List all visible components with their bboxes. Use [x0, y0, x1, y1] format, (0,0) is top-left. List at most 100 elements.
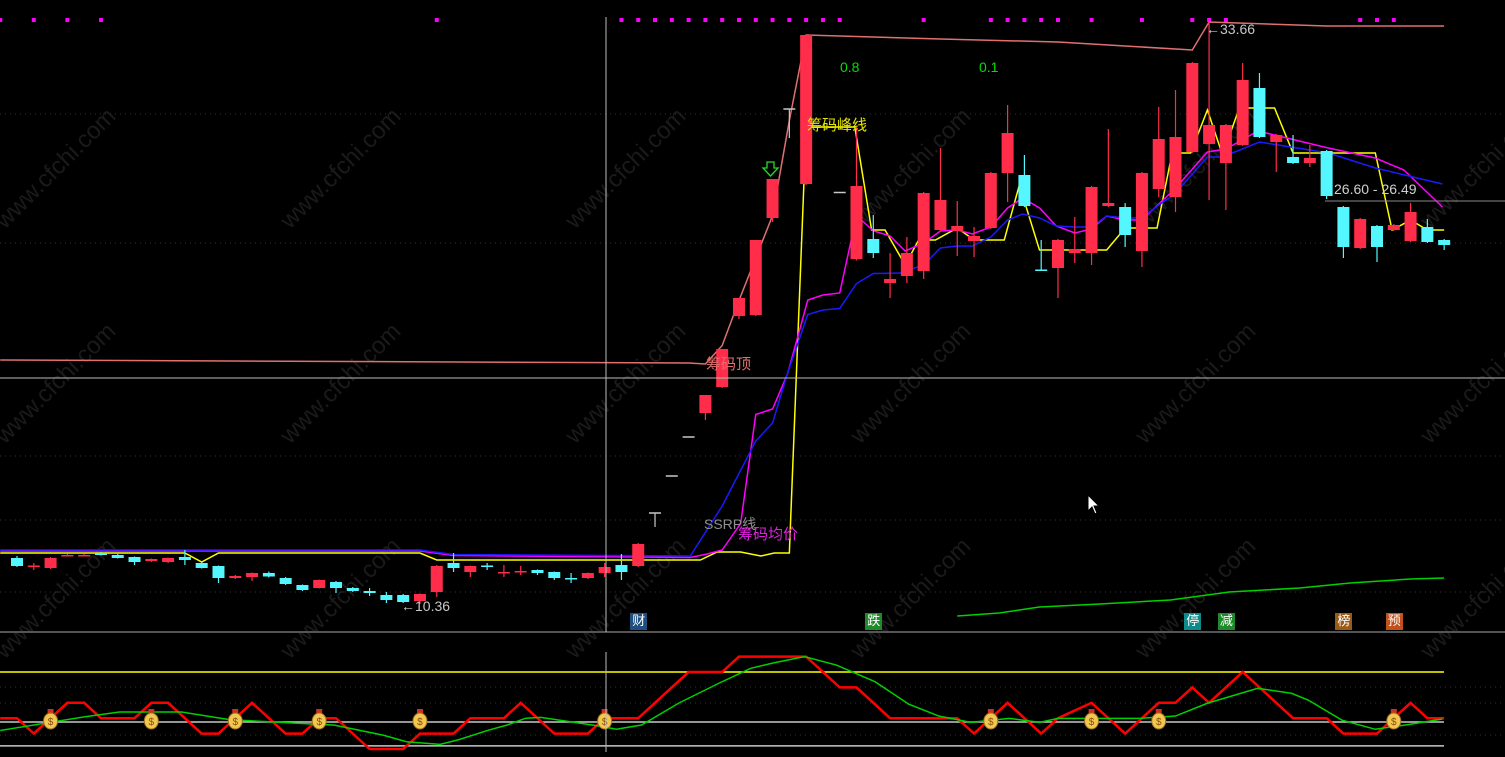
money-bag-symbol: $ — [232, 717, 238, 728]
chip-top-label: 筹码顶 — [706, 355, 751, 373]
candle-down — [330, 582, 343, 588]
candle-up — [44, 558, 57, 568]
signal-dot — [1358, 18, 1363, 22]
money-bag-symbol: $ — [602, 717, 608, 728]
money-bag-icon: $ — [311, 709, 327, 730]
event-tag[interactable]: 停 — [1184, 613, 1202, 630]
candle-up — [1068, 249, 1081, 253]
signal-dot — [1005, 18, 1010, 22]
candle-up — [581, 573, 594, 578]
money-bag-icon: $ — [412, 709, 428, 730]
candle-down — [262, 573, 275, 577]
signal-dot — [1039, 18, 1044, 22]
money-bag-symbol: $ — [149, 717, 155, 728]
candle-down — [1370, 226, 1383, 247]
signal-dot — [686, 18, 691, 22]
green-indicator-line — [957, 577, 1445, 617]
money-bag-tie — [601, 709, 608, 713]
chip-peak-label: 筹码峰线 — [807, 116, 867, 134]
candle-down — [867, 239, 880, 253]
money-bag-body — [1386, 712, 1402, 730]
candle-up — [1051, 240, 1064, 268]
candle-up — [968, 236, 981, 241]
signal-dot — [703, 18, 708, 22]
grid-lines — [0, 113, 1505, 736]
candle-down — [615, 565, 628, 572]
signal-dot — [1022, 18, 1027, 22]
candle-up — [61, 555, 74, 557]
candle-down — [296, 585, 309, 590]
signal-dot — [1055, 18, 1060, 22]
signal-dot — [787, 18, 792, 22]
candle-down — [531, 570, 544, 573]
candle-down — [1320, 151, 1333, 196]
signal-dot — [770, 18, 775, 22]
signal-dot — [653, 18, 658, 22]
signal-dots — [0, 18, 1396, 22]
candle-down — [94, 553, 107, 555]
candle-up — [246, 573, 259, 577]
money-bag-body — [1084, 712, 1100, 730]
candle-down — [346, 588, 359, 591]
money-bag-icon: $ — [43, 709, 59, 730]
candle-down — [380, 595, 393, 600]
mouse-cursor-icon — [1087, 494, 1101, 515]
line-筹码顶 — [0, 21, 1445, 365]
money-bag-body — [311, 712, 327, 730]
candle-down — [1421, 227, 1434, 242]
candle-down — [1438, 240, 1451, 245]
oscillator-panel: $ $ $ $ $ $ $ $ $ $ — [0, 655, 1445, 751]
money-bag-tie — [148, 709, 155, 713]
candle-up — [884, 279, 897, 283]
signal-dot — [0, 18, 3, 22]
candle-up — [766, 179, 779, 218]
event-tag[interactable]: 榜 — [1335, 613, 1353, 630]
candle-up — [514, 571, 527, 573]
signal-dot — [988, 18, 993, 22]
money-bag-body — [597, 712, 613, 730]
money-bag-tie — [416, 709, 423, 713]
candle-up — [900, 253, 913, 276]
event-tag[interactable]: 减 — [1217, 613, 1235, 630]
signal-dot — [837, 18, 842, 22]
money-bag-icon: $ — [143, 709, 159, 730]
signal-dot — [1089, 18, 1094, 22]
event-tag[interactable]: 跌 — [865, 613, 883, 630]
signal-dot — [720, 18, 725, 22]
oscillator-green-line — [0, 655, 1443, 746]
money-bag-symbol: $ — [417, 717, 423, 728]
money-bag-tie — [1088, 709, 1095, 713]
candle-down — [111, 555, 124, 558]
money-bag-symbol: $ — [988, 717, 994, 728]
candle-up — [1001, 133, 1014, 173]
candlesticks — [11, 21, 1451, 604]
signal-dot — [1207, 18, 1212, 22]
signal-dot — [65, 18, 70, 22]
candle-up — [732, 298, 745, 316]
candle-up — [1270, 135, 1283, 142]
candle-down — [481, 565, 494, 567]
signal-dot — [736, 18, 741, 22]
candle-down — [1253, 88, 1266, 137]
candle-up — [632, 544, 645, 566]
crosshair-range-label: 26.60 - 26.49 — [1334, 181, 1417, 197]
signal-dot — [1190, 18, 1195, 22]
event-tag[interactable]: 财 — [630, 613, 648, 630]
candle-down — [279, 578, 292, 584]
high-price-label: ←33.66 — [1206, 21, 1255, 37]
line-筹码峰线 — [0, 107, 1445, 563]
candle-up — [850, 186, 863, 259]
money-bag-icon: $ — [1151, 709, 1167, 730]
candle-up — [430, 566, 443, 592]
candle-down — [178, 557, 191, 560]
candle-down — [363, 591, 376, 593]
signal-dot — [98, 18, 103, 22]
candle-up — [951, 226, 964, 231]
down-arrow-icon — [761, 161, 780, 177]
candle-down — [11, 558, 23, 566]
money-bag-body — [1151, 712, 1167, 730]
event-tag[interactable]: 预 — [1385, 613, 1403, 630]
value-label-b: 0.1 — [979, 59, 999, 75]
money-bag-body — [412, 712, 428, 730]
